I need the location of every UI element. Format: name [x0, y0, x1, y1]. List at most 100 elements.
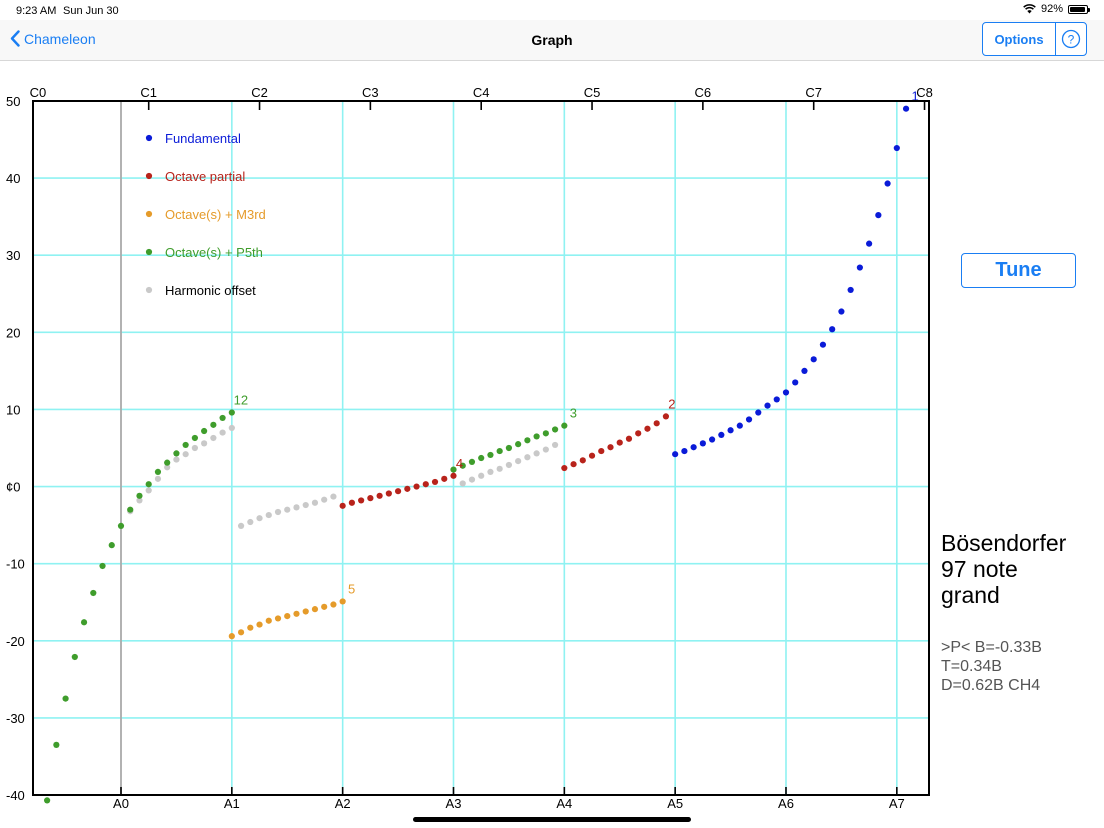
data-point: [108, 542, 115, 549]
data-point: [718, 431, 725, 438]
legend-label: Octave(s) + M3rd: [165, 207, 266, 222]
data-point: [662, 413, 670, 420]
data-point: [394, 488, 402, 495]
data-point: [856, 264, 863, 271]
data-point: [542, 446, 549, 453]
data-point: [62, 695, 69, 702]
back-button[interactable]: Chameleon: [10, 30, 96, 47]
data-point: [191, 444, 198, 452]
y-tick-label: 50: [6, 94, 20, 109]
options-button[interactable]: Options: [983, 23, 1056, 55]
legend-marker: [145, 134, 153, 142]
data-point: [145, 487, 152, 494]
home-indicator[interactable]: [413, 817, 691, 822]
data-point: [173, 456, 180, 463]
data-point: [524, 454, 531, 461]
data-point: [53, 741, 60, 748]
data-point: [607, 444, 614, 451]
data-point: [127, 506, 134, 513]
data-point: [44, 797, 51, 804]
data-point: [256, 515, 263, 522]
data-point: [727, 427, 734, 434]
legend-marker: [145, 286, 153, 294]
status-bar: 9:23 AM Sun Jun 30 92%: [0, 0, 1104, 20]
x-tick-label-top: C8: [916, 85, 933, 100]
data-point: [422, 481, 429, 488]
data-point: [579, 457, 586, 464]
battery-percent: 92%: [1040, 3, 1063, 15]
x-tick-label-bottom: A7: [889, 796, 905, 811]
x-tick-label-bottom: A1: [224, 796, 240, 811]
data-point: [247, 624, 254, 631]
segment-label: 3: [570, 406, 577, 421]
data-point: [644, 425, 651, 432]
segment-label: 1: [911, 89, 918, 104]
data-point: [358, 497, 365, 504]
legend-label: Harmonic offset: [165, 283, 256, 298]
data-point: [256, 621, 263, 628]
page-title: Graph: [531, 32, 573, 48]
data-point: [847, 286, 854, 294]
tune-button[interactable]: Tune: [961, 253, 1076, 288]
data-point: [247, 518, 254, 526]
data-point: [690, 444, 697, 451]
legend-marker: [145, 210, 153, 218]
data-point: [487, 451, 494, 459]
series-octave-s-p5th: 12 3: [44, 393, 577, 804]
legend: Fundamental Octave partial Octave(s) + M3r…: [145, 131, 266, 298]
data-point: [136, 497, 143, 504]
data-point: [210, 421, 217, 428]
y-tick-label: -10: [6, 557, 25, 572]
y-tick-label: -30: [6, 711, 25, 726]
data-point: [468, 458, 476, 465]
data-point: [736, 422, 743, 429]
data-point: [219, 429, 226, 436]
x-tick-label-top: C7: [805, 85, 822, 100]
data-point: [293, 504, 300, 511]
options-segmented-control: Options ?: [982, 22, 1087, 56]
data-point: [866, 240, 873, 247]
piano-parameters: >P< B=-0.33B T=0.34B D=0.62B CH4: [941, 638, 1101, 695]
x-tick-label-bottom: A3: [446, 796, 462, 811]
status-right: 92%: [1023, 3, 1090, 15]
x-tick-label-bottom: A0: [113, 796, 129, 811]
data-point: [173, 450, 180, 457]
data-point: [496, 447, 503, 455]
x-tick-label-bottom: A4: [556, 796, 572, 811]
data-point: [764, 402, 771, 409]
data-point: [533, 433, 540, 440]
data-point: [237, 522, 245, 529]
data-point: [321, 603, 328, 610]
status-time: 9:23 AM: [16, 5, 57, 17]
x-tick-label-top: C3: [362, 85, 379, 100]
data-point: [819, 341, 827, 348]
data-point: [228, 409, 235, 416]
segment-label: 5: [348, 581, 355, 596]
data-point: [829, 326, 836, 333]
y-tick-label: -20: [6, 634, 25, 649]
data-point: [302, 501, 309, 509]
data-point: [699, 440, 706, 447]
x-tick-label-bottom: A2: [335, 796, 351, 811]
data-point: [293, 610, 300, 617]
data-point: [478, 454, 485, 462]
chevron-left-icon: [10, 30, 20, 47]
data-point: [450, 466, 457, 473]
data-point: [302, 608, 309, 615]
data-point: [136, 492, 143, 499]
data-point: [330, 493, 337, 500]
axes: 50 40 30 20 10 ¢0 -10 -20 -30 -40 A0 A1 A2 A3 A4 A5 A6 A7…: [6, 85, 933, 811]
segment-label: 12: [234, 393, 248, 408]
data-point: [164, 459, 171, 466]
data-point: [99, 562, 106, 570]
grid: [33, 101, 929, 795]
y-tick-label: -40: [6, 788, 25, 803]
legend-marker: [145, 248, 153, 256]
back-label: Chameleon: [24, 30, 96, 47]
help-button[interactable]: ?: [1056, 23, 1086, 55]
piano-name: Bösendorfer 97 note grand: [941, 530, 1101, 608]
data-point: [709, 436, 716, 443]
data-point: [284, 506, 291, 513]
